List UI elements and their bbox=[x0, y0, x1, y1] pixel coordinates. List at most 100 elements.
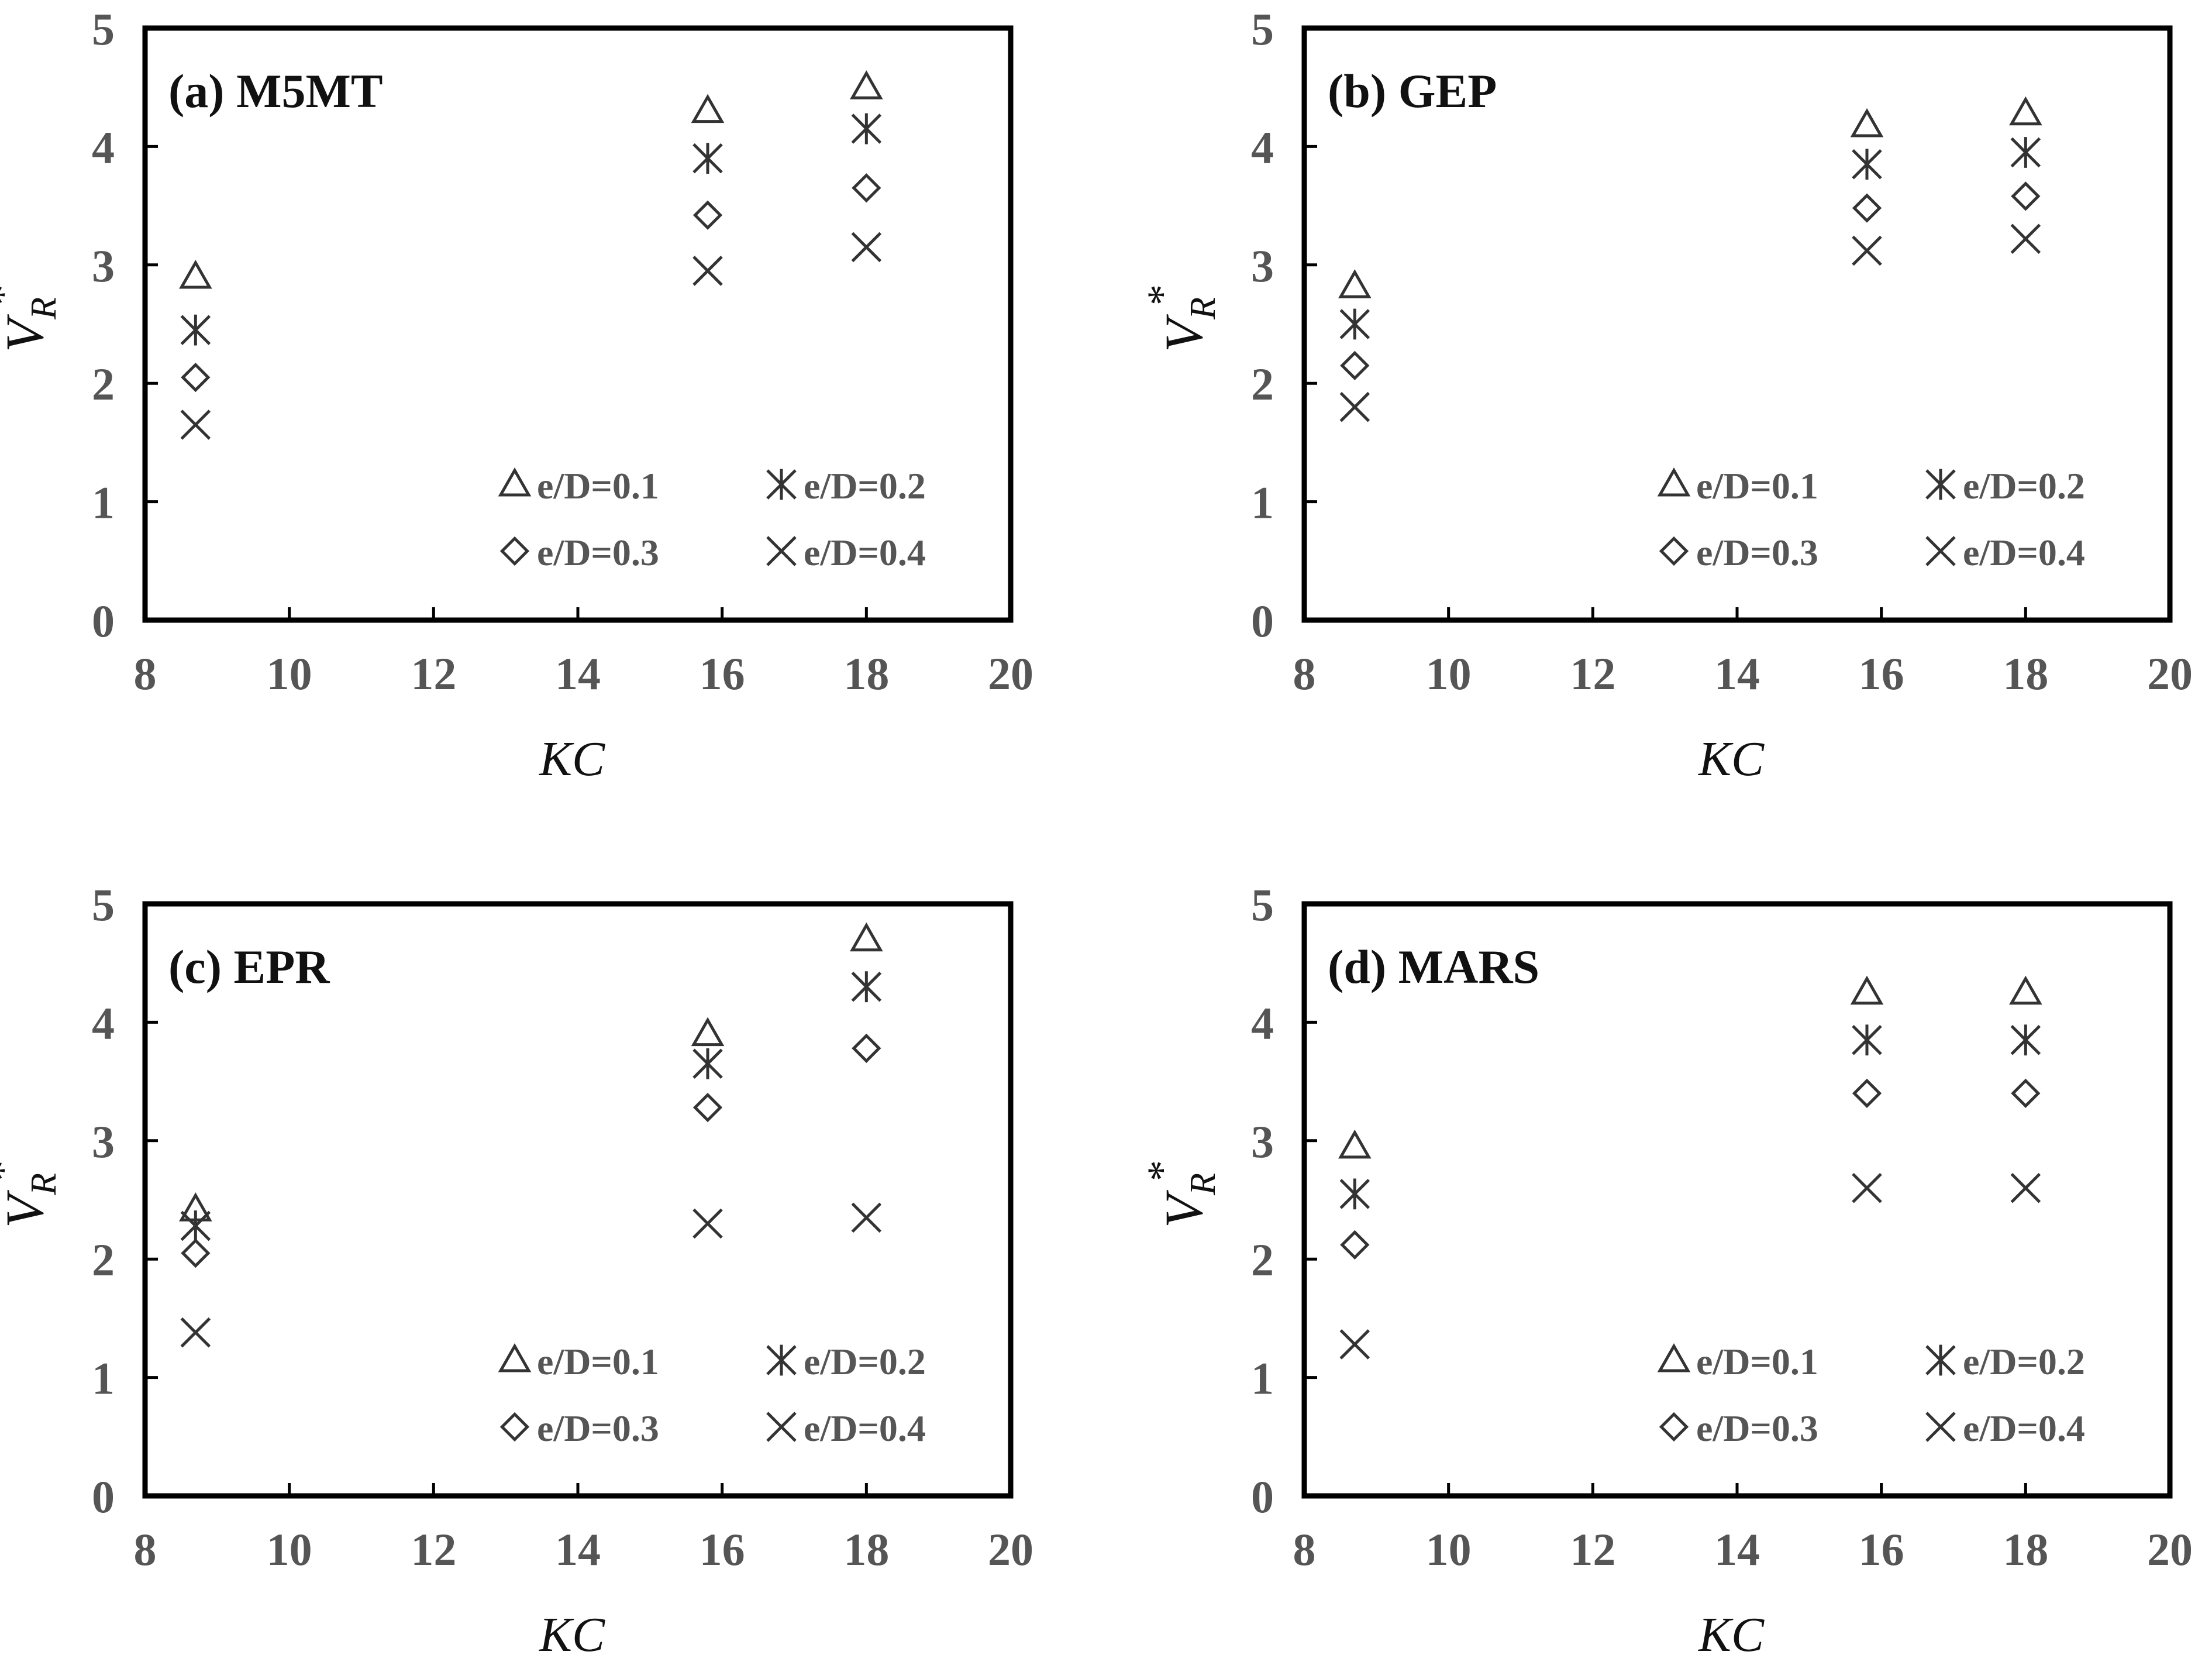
legend-marker-asterisk bbox=[1925, 1344, 1956, 1376]
y-tick-label: 0 bbox=[92, 1471, 115, 1522]
data-point-diamond bbox=[852, 1033, 881, 1064]
legend-marker-triangle bbox=[498, 467, 532, 497]
x-tick-label: 14 bbox=[555, 1524, 601, 1575]
data-point-x bbox=[180, 410, 211, 440]
data-point-triangle bbox=[691, 94, 725, 123]
x-tick-label: 8 bbox=[134, 1524, 157, 1575]
x-tick-label: 12 bbox=[411, 1524, 456, 1575]
data-point-x bbox=[2010, 223, 2041, 254]
legend-entry: e/D=0.1 bbox=[1657, 465, 1818, 507]
legend-entry: e/D=0.4 bbox=[766, 532, 926, 573]
x-tick-label: 20 bbox=[2147, 1524, 2193, 1575]
legend-marker-asterisk bbox=[766, 1344, 797, 1376]
y-tick-label: 2 bbox=[92, 359, 115, 410]
data-point-diamond bbox=[181, 362, 211, 393]
y-tick-label: 0 bbox=[1251, 596, 1274, 646]
x-tick-label: 18 bbox=[2003, 1524, 2048, 1575]
x-tick-label: 12 bbox=[1570, 648, 1615, 699]
data-point-diamond bbox=[1852, 1078, 1882, 1108]
legend-marker-triangle bbox=[1657, 467, 1691, 497]
svg-text:VR*: VR* bbox=[0, 1160, 64, 1228]
data-point-x bbox=[692, 256, 723, 286]
x-tick-label: 16 bbox=[700, 648, 745, 699]
x-tick-label: 12 bbox=[1570, 1524, 1615, 1575]
y-tick-label: 4 bbox=[92, 122, 115, 173]
x-tick-label: 14 bbox=[1714, 1524, 1760, 1575]
y-axis-title-symbol: V bbox=[0, 1189, 54, 1228]
y-tick-label: 3 bbox=[1251, 1116, 1274, 1167]
legend-entry: e/D=0.2 bbox=[1925, 465, 2085, 507]
data-point-asterisk bbox=[1852, 149, 1882, 180]
data-point-triangle bbox=[2009, 975, 2042, 1005]
legend-entry: e/D=0.4 bbox=[1925, 532, 2085, 573]
y-axis-title-subscript: R bbox=[24, 1173, 64, 1196]
y-tick-label: 3 bbox=[92, 240, 115, 291]
y-axis-title: VR* bbox=[1139, 284, 1223, 352]
legend-entry: e/D=0.3 bbox=[1659, 1408, 1818, 1449]
legend-label: e/D=0.1 bbox=[1696, 1341, 1818, 1382]
legend-label: e/D=0.3 bbox=[1696, 532, 1818, 573]
y-tick-label: 5 bbox=[1251, 4, 1274, 54]
data-point-x bbox=[1852, 235, 1882, 266]
data-point-x bbox=[180, 1317, 211, 1348]
x-tick-label: 20 bbox=[988, 648, 1033, 699]
x-tick-label: 20 bbox=[2147, 648, 2193, 699]
data-point-x bbox=[1339, 391, 1370, 422]
data-point-x bbox=[1339, 1329, 1370, 1360]
legend-entry: e/D=0.3 bbox=[499, 532, 659, 573]
x-tick-label: 8 bbox=[1293, 1524, 1316, 1575]
legend-entry: e/D=0.1 bbox=[498, 465, 659, 507]
data-point-x bbox=[851, 1202, 882, 1233]
data-point-diamond bbox=[2011, 1078, 2041, 1108]
panel-title: (a) M5MT bbox=[168, 64, 383, 118]
data-point-triangle bbox=[1850, 975, 1884, 1005]
legend-marker-triangle bbox=[498, 1343, 532, 1372]
data-point-triangle bbox=[1338, 1129, 1372, 1159]
data-point-asterisk bbox=[851, 113, 882, 144]
x-tick-label: 10 bbox=[1426, 648, 1472, 699]
data-point-triangle bbox=[2009, 96, 2042, 126]
legend-entry: e/D=0.2 bbox=[766, 1341, 926, 1382]
data-point-asterisk bbox=[180, 1210, 211, 1241]
legend-label: e/D=0.3 bbox=[1696, 1408, 1818, 1449]
legend-label: e/D=0.4 bbox=[804, 532, 926, 573]
legend-marker-diamond bbox=[499, 536, 530, 566]
legend-label: e/D=0.4 bbox=[1963, 1408, 2085, 1449]
legend-marker-diamond bbox=[1659, 1412, 1689, 1442]
y-axis-title-subscript: R bbox=[1183, 1173, 1223, 1196]
y-axis-title: VR* bbox=[0, 284, 64, 352]
y-tick-label: 2 bbox=[1251, 359, 1274, 410]
y-tick-label: 4 bbox=[92, 997, 115, 1048]
legend-marker-diamond bbox=[499, 1412, 530, 1442]
y-tick-label: 0 bbox=[92, 596, 115, 646]
y-axis-title-symbol: V bbox=[0, 314, 54, 352]
x-tick-label: 18 bbox=[843, 648, 889, 699]
y-tick-label: 2 bbox=[92, 1234, 115, 1285]
x-tick-label: 16 bbox=[700, 1524, 745, 1575]
data-point-triangle bbox=[850, 922, 883, 952]
legend-marker-asterisk bbox=[766, 469, 797, 500]
data-point-diamond bbox=[181, 1238, 211, 1268]
legend-label: e/D=0.2 bbox=[804, 465, 926, 507]
y-tick-label: 5 bbox=[1251, 879, 1274, 930]
data-point-asterisk bbox=[2010, 137, 2041, 168]
y-tick-label: 2 bbox=[1251, 1234, 1274, 1285]
legend-label: e/D=0.2 bbox=[804, 1341, 926, 1382]
data-point-x bbox=[1852, 1172, 1882, 1203]
y-axis-title: VR* bbox=[0, 1160, 64, 1228]
legend-label: e/D=0.2 bbox=[1963, 1341, 2085, 1382]
x-tick-label: 18 bbox=[843, 1524, 889, 1575]
legend-label: e/D=0.4 bbox=[804, 1408, 926, 1449]
y-tick-label: 5 bbox=[92, 879, 115, 930]
y-tick-label: 1 bbox=[1251, 1353, 1274, 1404]
y-tick-label: 3 bbox=[1251, 240, 1274, 291]
legend-label: e/D=0.4 bbox=[1963, 532, 2085, 573]
x-tick-label: 8 bbox=[134, 648, 157, 699]
legend-marker-x bbox=[1925, 536, 1956, 566]
y-axis-title-subscript: R bbox=[24, 297, 64, 320]
x-tick-label: 10 bbox=[267, 648, 312, 699]
data-point-asterisk bbox=[1339, 308, 1370, 340]
data-point-x bbox=[851, 232, 882, 263]
panel-title: (b) GEP bbox=[1328, 64, 1497, 118]
